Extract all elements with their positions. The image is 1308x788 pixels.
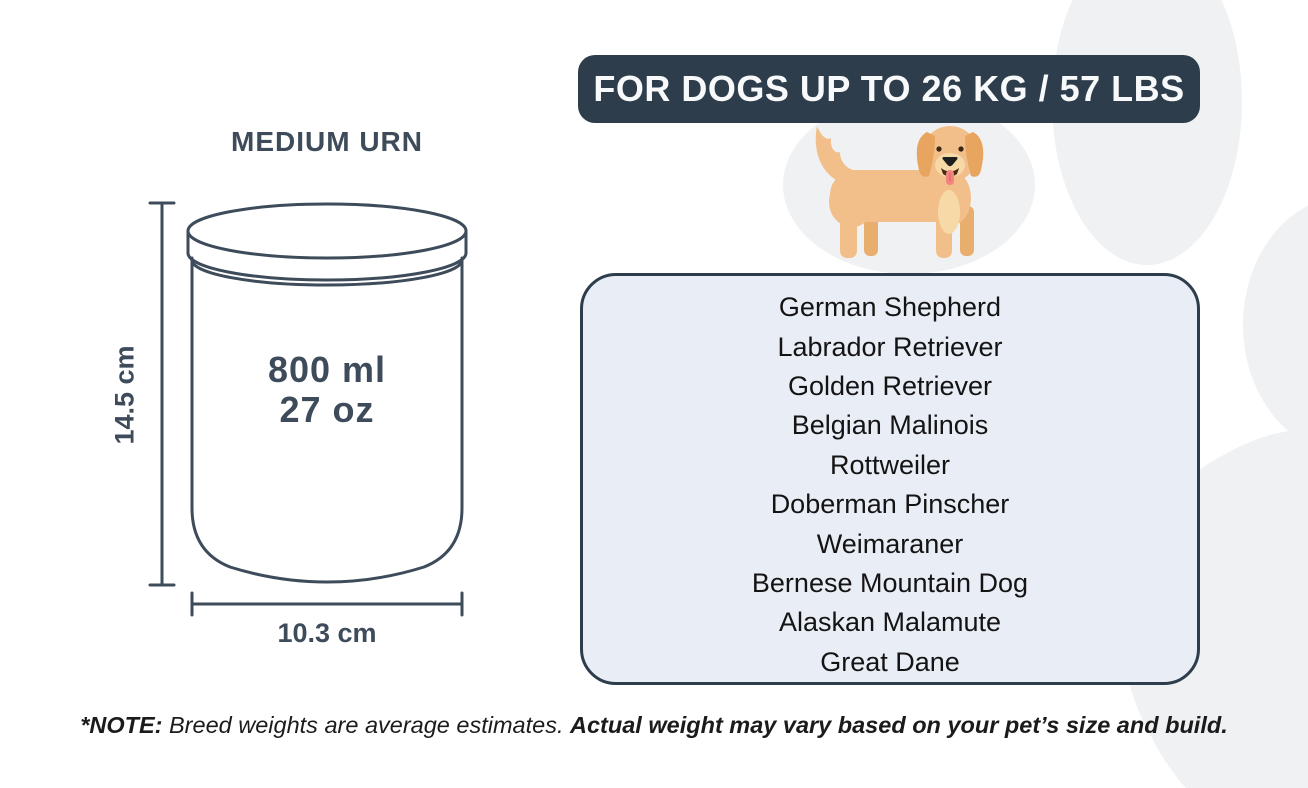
dog-thigh bbox=[829, 177, 875, 227]
urn-body-outline bbox=[190, 256, 464, 584]
note-text: *NOTE: Breed weights are average estimat… bbox=[0, 712, 1308, 739]
note-body: Breed weights are average estimates. bbox=[162, 712, 571, 738]
breed-item: Labrador Retriever bbox=[777, 331, 1003, 362]
volume-ml-label: 800 ml bbox=[267, 349, 387, 390]
breed-item: German Shepherd bbox=[778, 292, 1002, 323]
breed-item: Doberman Pinscher bbox=[770, 489, 1010, 520]
breed-item: Great Dane bbox=[820, 646, 960, 677]
breed-item: Golden Retriever bbox=[787, 371, 993, 402]
breed-item: Weimaraner bbox=[816, 528, 964, 559]
urn-lid-bottom bbox=[186, 251, 468, 282]
paw-print-toe-shape bbox=[1052, 0, 1242, 265]
weight-limit-badge: FOR DOGS UP TO 26 KG / 57 LBS bbox=[578, 55, 1200, 123]
breed-item: Alaskan Malamute bbox=[778, 607, 1002, 638]
volume-oz-label: 27 oz bbox=[279, 389, 375, 430]
dog-leg-near bbox=[840, 213, 857, 258]
urn-body-rim bbox=[190, 258, 464, 287]
note-prefix: *NOTE: bbox=[80, 712, 163, 738]
urn-lid-top bbox=[186, 202, 468, 260]
dog-chest-highlight bbox=[938, 190, 960, 234]
urn-diagram bbox=[148, 201, 468, 617]
dog-eye bbox=[958, 146, 964, 152]
breed-list: German Shepherd Labrador Retriever Golden … bbox=[583, 276, 1197, 694]
dog-eye bbox=[936, 146, 942, 152]
dog-tail bbox=[815, 126, 856, 182]
urn-height-label: 14.5 cm bbox=[109, 345, 140, 445]
dog-nose bbox=[942, 157, 958, 167]
note-emphasis: Actual weight may vary based on your pet… bbox=[570, 712, 1228, 738]
weight-limit-label: FOR DOGS UP TO 26 KG / 57 LBS bbox=[593, 68, 1185, 109]
paw-print-toe-shape bbox=[1243, 196, 1308, 454]
urn-size-title: MEDIUM URN bbox=[231, 126, 423, 157]
breed-item: Belgian Malinois bbox=[791, 410, 989, 441]
dog-ear bbox=[916, 132, 935, 177]
golden-retriever-icon bbox=[815, 126, 984, 258]
urn-volume-label: 800 ml 27 oz bbox=[147, 350, 507, 430]
dog-ear bbox=[965, 132, 984, 177]
breed-item: Bernese Mountain Dog bbox=[751, 567, 1029, 598]
urn-diameter-label: 10.3 cm bbox=[277, 618, 377, 648]
breed-list-panel: German Shepherd Labrador Retriever Golden … bbox=[580, 273, 1200, 685]
breed-item: Rottweiler bbox=[829, 449, 951, 480]
